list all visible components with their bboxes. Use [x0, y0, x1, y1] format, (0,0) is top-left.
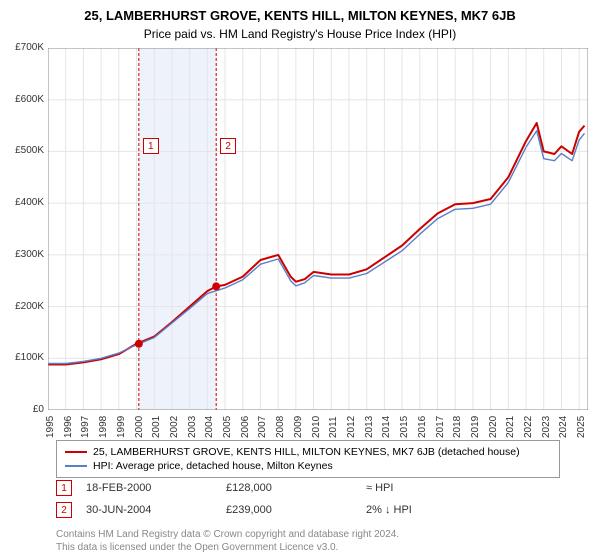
y-tick-label: £600K — [4, 94, 44, 105]
sale-price: £239,000 — [226, 504, 366, 516]
x-tick-label: 2008 — [275, 416, 286, 438]
y-tick-label: £100K — [4, 352, 44, 363]
chart-title: 25, LAMBERHURST GROVE, KENTS HILL, MILTO… — [0, 0, 600, 23]
x-tick-label: 2015 — [399, 416, 410, 438]
x-tick-label: 1998 — [98, 416, 109, 438]
sale-marker-icon: 1 — [56, 480, 72, 496]
sale-marker-icon: 1 — [143, 138, 159, 154]
sale-marker-icon: 2 — [220, 138, 236, 154]
sale-date: 30-JUN-2004 — [86, 504, 226, 516]
sale-date: 18-FEB-2000 — [86, 482, 226, 494]
x-tick-label: 2004 — [204, 416, 215, 438]
x-tick-label: 2016 — [417, 416, 428, 438]
x-tick-label: 2007 — [257, 416, 268, 438]
sale-row: 2 30-JUN-2004 £239,000 2% ↓ HPI — [56, 502, 560, 518]
legend-swatch-hpi — [65, 465, 87, 467]
x-tick-label: 2021 — [505, 416, 516, 438]
attribution-line: Contains HM Land Registry data © Crown c… — [56, 528, 560, 541]
sale-hpi: 2% ↓ HPI — [366, 504, 412, 516]
chart-subtitle: Price paid vs. HM Land Registry's House … — [0, 23, 600, 41]
x-tick-label: 2011 — [328, 416, 339, 438]
x-tick-label: 2012 — [346, 416, 357, 438]
chart-area — [48, 48, 588, 410]
x-tick-label: 2025 — [576, 416, 587, 438]
x-tick-label: 1999 — [116, 416, 127, 438]
y-tick-label: £400K — [4, 197, 44, 208]
x-tick-label: 2020 — [488, 416, 499, 438]
x-tick-label: 2024 — [558, 416, 569, 438]
x-tick-label: 2019 — [470, 416, 481, 438]
x-tick-label: 2001 — [151, 416, 162, 438]
x-tick-label: 2018 — [452, 416, 463, 438]
x-tick-label: 1996 — [63, 416, 74, 438]
y-tick-label: £200K — [4, 301, 44, 312]
y-tick-label: £500K — [4, 145, 44, 156]
x-tick-label: 2006 — [240, 416, 251, 438]
sale-marker-icon: 2 — [56, 502, 72, 518]
y-tick-label: £0 — [4, 404, 44, 415]
legend: 25, LAMBERHURST GROVE, KENTS HILL, MILTO… — [56, 440, 560, 478]
x-tick-label: 2022 — [523, 416, 534, 438]
x-tick-label: 2005 — [222, 416, 233, 438]
sale-hpi: ≈ HPI — [366, 482, 393, 494]
y-tick-label: £700K — [4, 42, 44, 53]
legend-label-hpi: HPI: Average price, detached house, Milt… — [93, 460, 333, 472]
x-tick-label: 1995 — [45, 416, 56, 438]
chart-svg — [48, 48, 588, 410]
x-tick-label: 2013 — [364, 416, 375, 438]
x-tick-label: 2000 — [134, 416, 145, 438]
legend-row: 25, LAMBERHURST GROVE, KENTS HILL, MILTO… — [65, 445, 551, 459]
x-tick-label: 2009 — [293, 416, 304, 438]
x-tick-label: 2023 — [541, 416, 552, 438]
y-tick-label: £300K — [4, 249, 44, 260]
legend-row: HPI: Average price, detached house, Milt… — [65, 459, 551, 473]
x-tick-label: 2003 — [187, 416, 198, 438]
x-tick-label: 1997 — [80, 416, 91, 438]
x-tick-label: 2017 — [435, 416, 446, 438]
attribution: Contains HM Land Registry data © Crown c… — [56, 528, 560, 554]
x-tick-label: 2010 — [311, 416, 322, 438]
sale-price: £128,000 — [226, 482, 366, 494]
attribution-line: This data is licensed under the Open Gov… — [56, 541, 560, 554]
chart-container: 25, LAMBERHURST GROVE, KENTS HILL, MILTO… — [0, 0, 600, 560]
x-tick-label: 2014 — [381, 416, 392, 438]
legend-label-property: 25, LAMBERHURST GROVE, KENTS HILL, MILTO… — [93, 446, 520, 458]
legend-swatch-property — [65, 451, 87, 453]
x-tick-label: 2002 — [169, 416, 180, 438]
sale-row: 1 18-FEB-2000 £128,000 ≈ HPI — [56, 480, 560, 496]
